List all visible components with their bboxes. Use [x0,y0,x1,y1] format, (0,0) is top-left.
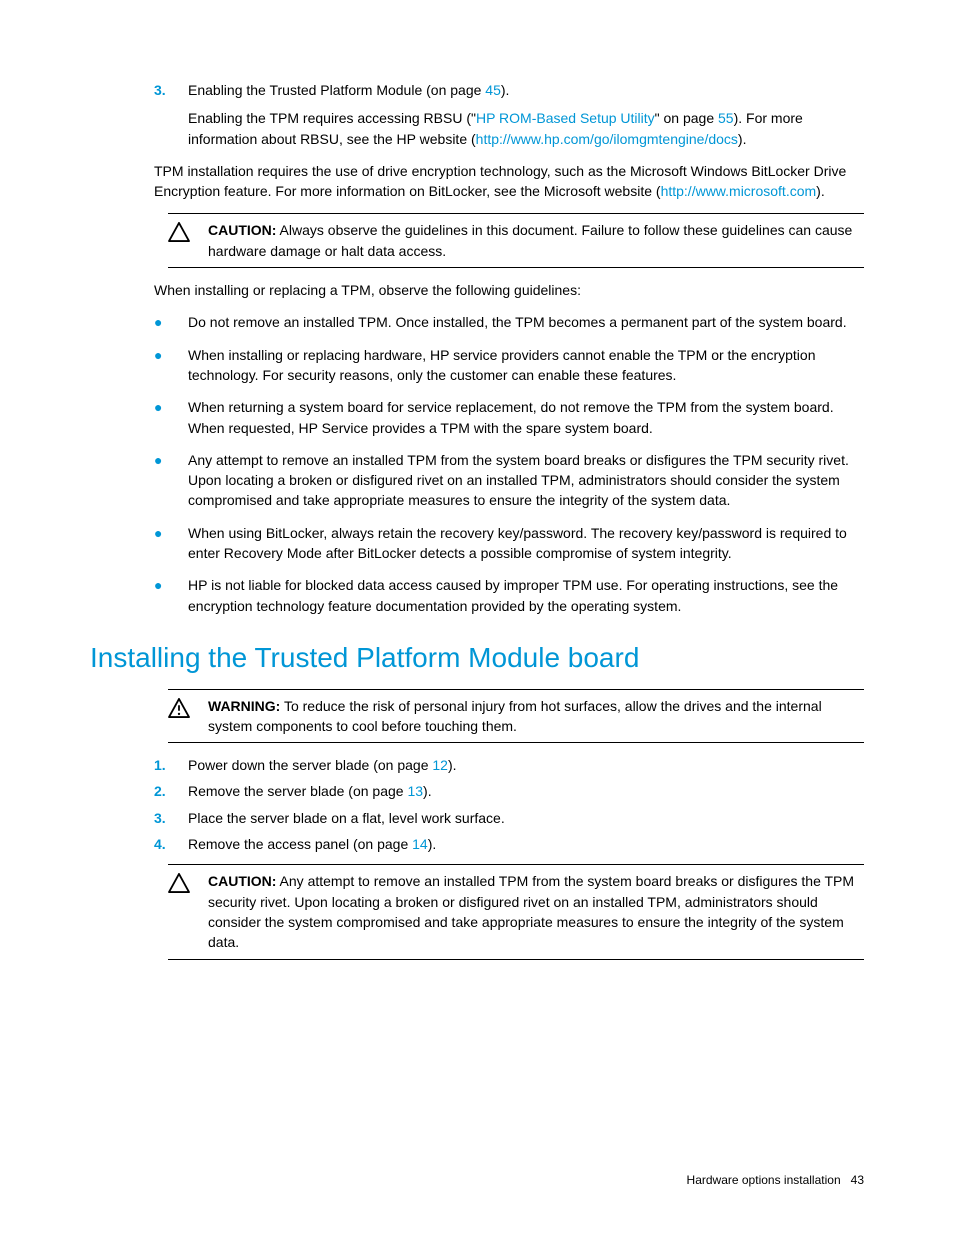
text: Remove the server blade (on page [188,783,407,799]
footer-page: 43 [851,1173,864,1187]
caution-icon [168,220,208,261]
text: Place the server blade on a flat, level … [188,810,505,826]
step-body: Remove the server blade (on page 13). [188,781,864,801]
step-item-1: 1.Power down the server blade (on page 1… [90,755,864,775]
ordered-body: Enabling the Trusted Platform Module (on… [188,80,864,149]
steps-list: 1.Power down the server blade (on page 1… [90,755,864,854]
text: Remove the access panel (on page [188,836,412,852]
step-item-3: 3.Place the server blade on a flat, leve… [90,808,864,828]
step-body: Power down the server blade (on page 12)… [188,755,864,775]
text: ). [448,757,457,773]
warning-icon [168,696,208,737]
bullet-item: ●HP is not liable for blocked data acces… [90,575,864,616]
caution-text: CAUTION: Always observe the guidelines i… [208,220,864,261]
text: Any attempt to remove an installed TPM f… [208,873,854,950]
text: Enabling the TPM requires accessing RBSU… [188,110,476,126]
page-link-13[interactable]: 13 [407,783,423,799]
caution-label: CAUTION: [208,873,276,889]
ordered-number: 3. [90,80,188,149]
text: ). [816,183,825,199]
step-number: 4. [90,834,188,854]
page-link-14[interactable]: 14 [412,836,428,852]
bullet-icon: ● [90,575,188,616]
bullet-icon: ● [90,312,188,332]
caution-callout: CAUTION: Any attempt to remove an instal… [168,864,864,959]
text: ). [428,836,437,852]
warning-label: WARNING: [208,698,280,714]
step-body: Place the server blade on a flat, level … [188,808,864,828]
link-microsoft[interactable]: http://www.microsoft.com [661,183,817,199]
step-item-2: 2.Remove the server blade (on page 13). [90,781,864,801]
paragraph: When installing or replacing a TPM, obse… [90,280,864,300]
text: Power down the server blade (on page [188,757,432,773]
ordered-item-3: 3. Enabling the Trusted Platform Module … [90,80,864,149]
bullet-text: Any attempt to remove an installed TPM f… [188,450,864,511]
step-number: 1. [90,755,188,775]
text: ). [423,783,432,799]
link-hp-docs[interactable]: http://www.hp.com/go/ilomgmtengine/docs [476,131,738,147]
bullet-text: Do not remove an installed TPM. Once ins… [188,312,864,332]
bullet-text: When returning a system board for servic… [188,397,864,438]
page-footer: Hardware options installation 43 [687,1173,864,1187]
bullet-list: ●Do not remove an installed TPM. Once in… [90,312,864,616]
step-number: 3. [90,808,188,828]
page-link-45[interactable]: 45 [485,82,501,98]
step-body: Remove the access panel (on page 14). [188,834,864,854]
bullet-item: ●When using BitLocker, always retain the… [90,523,864,564]
caution-callout: CAUTION: Always observe the guidelines i… [168,213,864,268]
paragraph: TPM installation requires the use of dri… [90,161,864,202]
bullet-text: When installing or replacing hardware, H… [188,345,864,386]
bullet-item: ●Any attempt to remove an installed TPM … [90,450,864,511]
link-rbsu[interactable]: HP ROM-Based Setup Utility [476,110,655,126]
warning-callout: WARNING: To reduce the risk of personal … [168,689,864,744]
document-body: 3. Enabling the Trusted Platform Module … [90,80,864,960]
step-item-4: 4.Remove the access panel (on page 14). [90,834,864,854]
warning-text: WARNING: To reduce the risk of personal … [208,696,864,737]
bullet-text: When using BitLocker, always retain the … [188,523,864,564]
bullet-icon: ● [90,345,188,386]
bullet-icon: ● [90,450,188,511]
text: To reduce the risk of personal injury fr… [208,698,822,734]
footer-section: Hardware options installation [687,1173,841,1187]
text: ). [738,131,747,147]
caution-text: CAUTION: Any attempt to remove an instal… [208,871,864,952]
caution-label: CAUTION: [208,222,276,238]
text: Always observe the guidelines in this do… [208,222,852,258]
caution-icon [168,871,208,952]
text: Enabling the Trusted Platform Module (on… [188,82,485,98]
ordered-subtext: Enabling the TPM requires accessing RBSU… [188,108,864,149]
bullet-icon: ● [90,397,188,438]
section-heading: Installing the Trusted Platform Module b… [90,638,864,679]
bullet-item: ●When installing or replacing hardware, … [90,345,864,386]
bullet-item: ●Do not remove an installed TPM. Once in… [90,312,864,332]
page-link-12[interactable]: 12 [432,757,448,773]
step-number: 2. [90,781,188,801]
bullet-icon: ● [90,523,188,564]
text: ). [501,82,510,98]
page-link-55[interactable]: 55 [718,110,734,126]
bullet-item: ●When returning a system board for servi… [90,397,864,438]
bullet-text: HP is not liable for blocked data access… [188,575,864,616]
text: " on page [655,110,718,126]
